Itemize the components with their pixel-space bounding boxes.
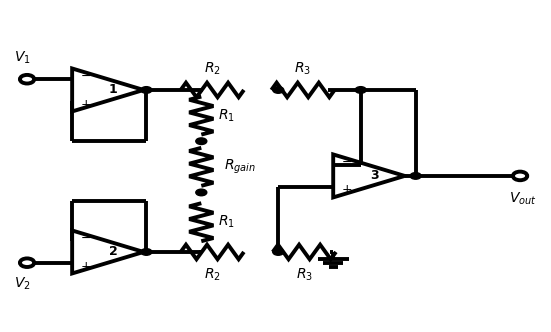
Text: $+$: $+$ bbox=[341, 184, 353, 197]
Text: 1: 1 bbox=[109, 83, 118, 97]
Text: $R_1$: $R_1$ bbox=[218, 214, 235, 230]
Text: $-$: $-$ bbox=[80, 69, 91, 82]
Circle shape bbox=[410, 173, 421, 179]
Text: $R_2$: $R_2$ bbox=[204, 267, 221, 283]
Circle shape bbox=[141, 249, 152, 255]
Circle shape bbox=[141, 87, 152, 93]
Text: $R_2$: $R_2$ bbox=[204, 60, 221, 77]
Circle shape bbox=[513, 172, 527, 180]
Circle shape bbox=[273, 249, 284, 255]
Text: $+$: $+$ bbox=[80, 98, 91, 111]
Text: 3: 3 bbox=[370, 169, 379, 182]
Circle shape bbox=[355, 87, 366, 93]
Text: $V_{out}$: $V_{out}$ bbox=[509, 191, 537, 207]
Text: $R_{gain}$: $R_{gain}$ bbox=[224, 158, 256, 176]
Text: $R_3$: $R_3$ bbox=[294, 60, 311, 77]
Circle shape bbox=[20, 75, 34, 84]
Text: $-$: $-$ bbox=[80, 231, 91, 244]
Circle shape bbox=[196, 189, 207, 196]
Circle shape bbox=[273, 87, 284, 93]
Circle shape bbox=[20, 258, 34, 267]
Circle shape bbox=[196, 138, 207, 144]
Text: $R_3$: $R_3$ bbox=[296, 267, 313, 283]
Text: $+$: $+$ bbox=[80, 260, 91, 273]
Text: $-$: $-$ bbox=[342, 155, 353, 168]
Text: $V_2$: $V_2$ bbox=[14, 276, 31, 292]
Text: $V_1$: $V_1$ bbox=[14, 49, 31, 66]
Text: $R_1$: $R_1$ bbox=[218, 107, 235, 124]
Text: 2: 2 bbox=[109, 245, 118, 258]
